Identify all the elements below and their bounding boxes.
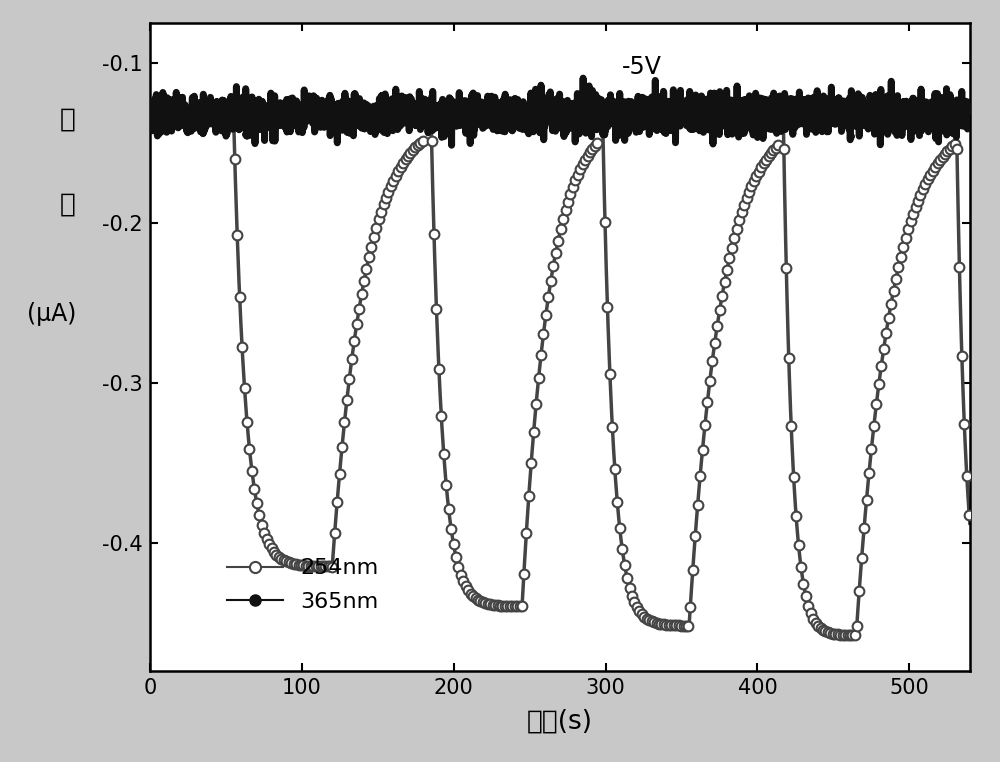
Text: 流: 流 xyxy=(60,191,76,217)
Legend: 254nm, 365nm: 254nm, 365nm xyxy=(219,549,388,620)
Text: -5V: -5V xyxy=(622,55,662,79)
X-axis label: 时间(s): 时间(s) xyxy=(527,709,593,735)
Text: 电: 电 xyxy=(60,107,76,133)
Text: (μA): (μA) xyxy=(27,303,76,326)
